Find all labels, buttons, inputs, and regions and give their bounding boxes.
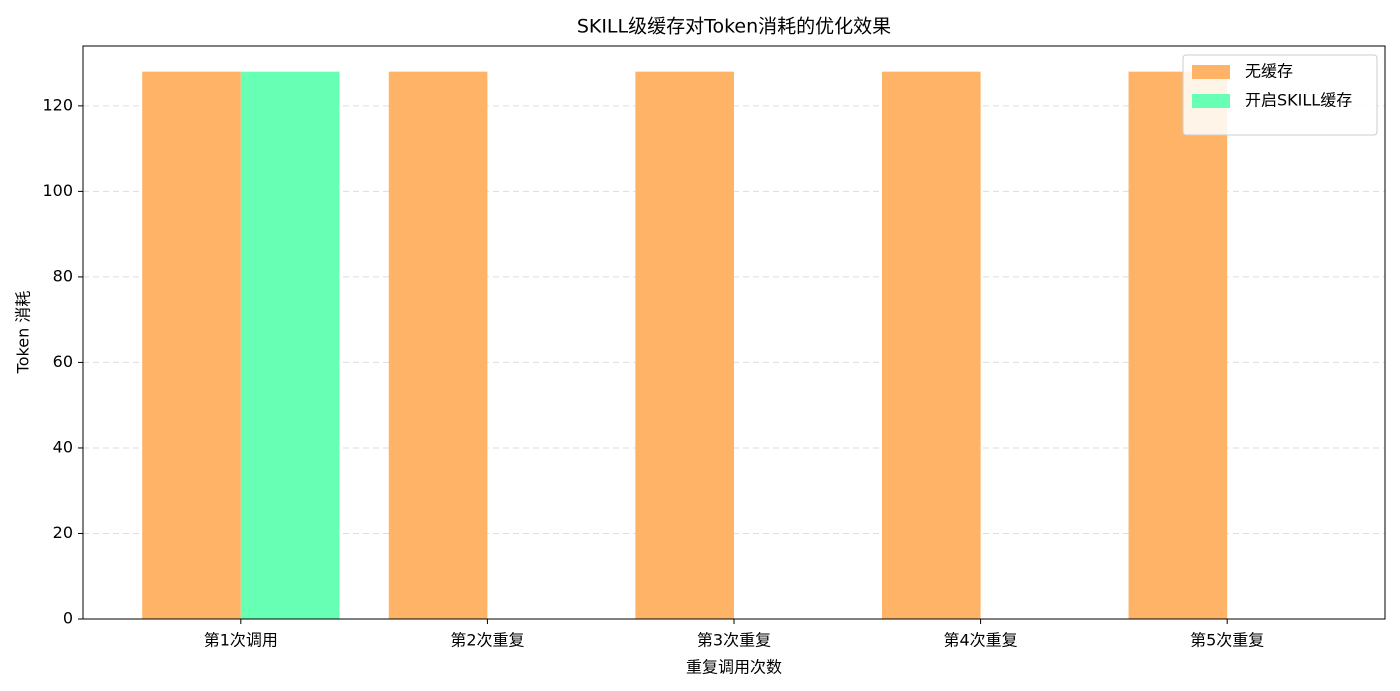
bar [635,71,734,619]
x-tick-label: 第4次重复 [943,631,1017,650]
y-tick-label: 40 [53,437,73,456]
bar [240,71,340,619]
legend-swatch [1192,65,1230,79]
x-tick-label: 第5次重复 [1190,631,1264,650]
chart-title: SKILL级缓存对Token消耗的优化效果 [577,16,891,38]
y-tick-label: 120 [42,95,73,114]
bar [881,71,981,619]
bar [142,71,241,619]
y-tick-label: 0 [63,609,73,628]
legend-swatch [1192,94,1230,108]
bar [388,71,488,619]
x-axis-label: 重复调用次数 [686,658,782,677]
legend-box [1182,54,1378,136]
y-tick-label: 80 [53,266,73,285]
y-axis-label: Token 消耗 [14,291,33,375]
x-tick-label: 第3次重复 [697,631,771,650]
legend-label: 开启SKILL缓存 [1245,91,1352,110]
legend-label: 无缓存 [1245,62,1293,81]
plot-frame [82,45,1386,620]
y-tick-label: 60 [53,352,73,371]
x-tick-label: 第1次调用 [204,631,278,650]
y-tick-label: 20 [53,523,73,542]
bar [1128,71,1228,619]
x-tick-label: 第2次重复 [450,631,524,650]
y-tick-label: 100 [42,181,73,200]
